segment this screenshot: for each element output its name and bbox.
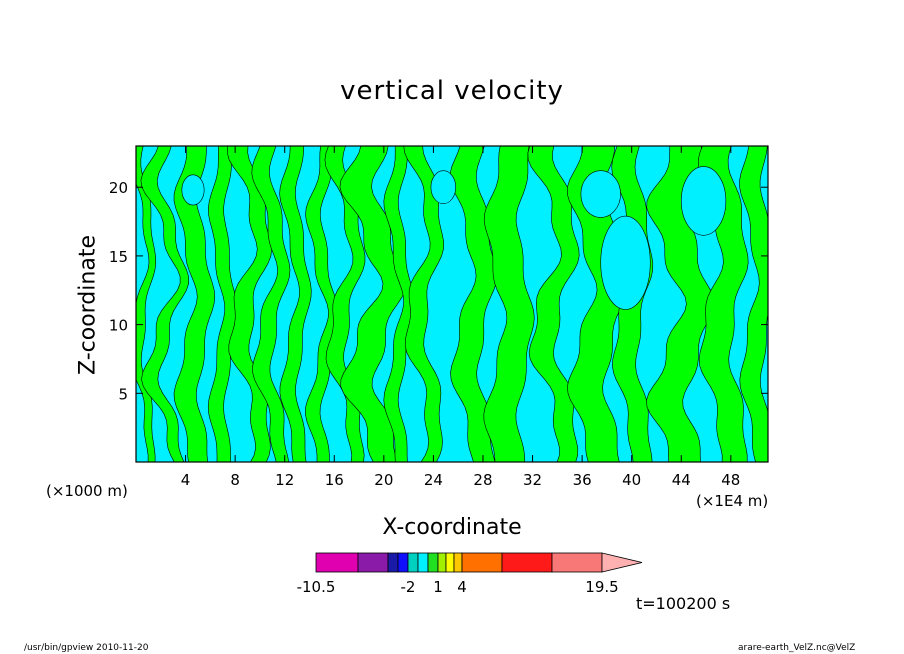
negative-pocket (181, 174, 205, 206)
colorbar-arrow (601, 552, 643, 573)
positive-band (136, 146, 157, 462)
chart-title: vertical velocity (340, 76, 564, 106)
time-stamp: t=100200 s (636, 594, 731, 613)
positive-band (207, 146, 238, 462)
positive-band (173, 146, 216, 462)
positive-band (527, 146, 580, 462)
positive-band (251, 146, 291, 462)
colorbar-segment (407, 552, 419, 573)
y-tick-label: 10 (109, 317, 128, 335)
colorbar-segment (315, 552, 359, 573)
footer-left: /usr/bin/gpview 2010-11-20 (24, 643, 149, 653)
positive-band (739, 146, 768, 462)
colorbar-segment (397, 552, 409, 573)
y-tick-label: 15 (109, 248, 128, 266)
x-tick-label: 36 (573, 471, 592, 489)
colorbar-segment (551, 552, 603, 573)
positive-band (140, 146, 190, 462)
y-tick-label: 5 (118, 385, 128, 403)
footer-right: arare-earth_VelZ.nc@VelZ (738, 643, 856, 653)
colorbar-segment (417, 552, 429, 573)
colorbar-segment (387, 552, 399, 573)
negative-pocket (680, 166, 727, 236)
negative-pocket (580, 170, 621, 218)
x-tick-label: 28 (473, 471, 492, 489)
colorbar-segment (427, 552, 439, 573)
x-tick-label: 32 (523, 471, 542, 489)
x-tick-label: 40 (622, 471, 641, 489)
colorbar-segment (453, 552, 463, 573)
plot-area (135, 145, 769, 463)
y-axis: 5 10 15 20 (109, 179, 768, 403)
velocity-field (136, 146, 768, 462)
positive-band (279, 146, 312, 462)
x-tick-label: 20 (374, 471, 393, 489)
positive-band (646, 146, 716, 462)
colorbar-tick-label: 1 (433, 578, 443, 596)
negative-pocket (600, 215, 651, 310)
plot-frame (135, 145, 769, 463)
x-tick-label: 8 (230, 471, 240, 489)
negative-pocket (430, 170, 457, 205)
positive-band (324, 146, 366, 462)
x-tick-label: 44 (672, 471, 691, 489)
x-tick-label: 16 (325, 471, 344, 489)
x-unit-label: (×1000 m) (46, 482, 128, 500)
x-axis-label: X-coordinate (382, 515, 522, 540)
colorbar: -10.5 -2 1 4 19.5 (297, 552, 643, 596)
colorbar-segment (437, 552, 447, 573)
x-unit-right-label: (×1E4 m) (696, 492, 769, 510)
colorbar-tick-label: -2 (401, 578, 416, 596)
colorbar-segment (501, 552, 553, 573)
colorbar-tick-label: -10.5 (297, 578, 336, 596)
x-axis: 4 8 12 16 20 24 28 32 36 40 44 48 (181, 146, 740, 489)
x-tick-label: 48 (721, 471, 740, 489)
x-tick-label: 24 (424, 471, 443, 489)
colorbar-tick-label: 19.5 (585, 578, 618, 596)
colorbar-segment (445, 552, 455, 573)
x-tick-label: 4 (181, 471, 191, 489)
positive-band (483, 146, 535, 462)
colorbar-segment (461, 552, 503, 573)
y-tick-label: 20 (109, 179, 128, 197)
positive-band (697, 146, 749, 462)
positive-band (403, 146, 445, 462)
positive-band (383, 146, 415, 462)
colorbar-segment (357, 552, 389, 573)
colorbar-tick-label: 4 (457, 578, 467, 596)
x-tick-label: 12 (275, 471, 294, 489)
